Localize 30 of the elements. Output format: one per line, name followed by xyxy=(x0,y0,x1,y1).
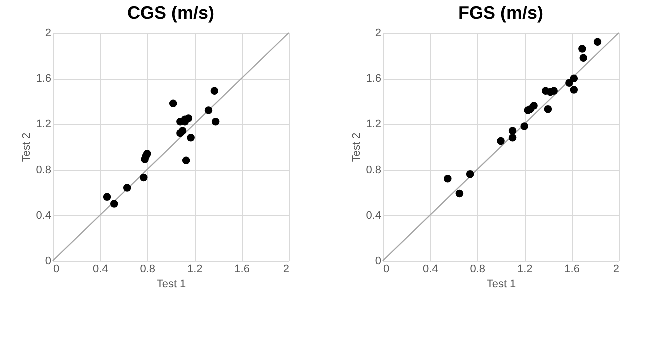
x-tick-label: 1.6 xyxy=(564,264,580,276)
y-tick-label: 1.6 xyxy=(366,73,382,86)
y-tick-label: 0 xyxy=(45,256,52,268)
chart-title: CGS (m/s) xyxy=(127,3,215,23)
y-tick-label: 0.4 xyxy=(366,210,382,222)
y-tick-label: 1.2 xyxy=(36,118,52,131)
x-tick-label: 0.4 xyxy=(93,264,108,276)
x-tick-label: 1.6 xyxy=(234,264,250,276)
x-axis-title: Test 1 xyxy=(156,278,186,290)
x-tick-label: 1.2 xyxy=(187,264,203,276)
x-tick-label: 0.4 xyxy=(423,264,438,276)
x-tick-label: 2 xyxy=(613,264,620,276)
x-tick-label: 0.8 xyxy=(140,264,156,276)
x-tick-label: 0.8 xyxy=(470,264,486,276)
y-axis-title: Test 2 xyxy=(21,132,34,162)
x-axis-title: Test 1 xyxy=(486,278,516,290)
y-tick-label: 1.2 xyxy=(366,118,382,131)
y-tick-label: 2 xyxy=(375,28,382,40)
y-tick-label: 2 xyxy=(45,28,52,40)
y-tick-label: 0.4 xyxy=(36,210,52,222)
x-tick-label: 0 xyxy=(384,264,390,276)
x-tick-label: 1.2 xyxy=(517,264,533,276)
y-tick-label: 0 xyxy=(375,256,382,268)
y-tick-label: 0.8 xyxy=(36,164,52,176)
y-axis-title: Test 2 xyxy=(351,132,364,162)
chart-title: FGS (m/s) xyxy=(458,3,544,23)
y-tick-label: 1.6 xyxy=(36,73,52,86)
x-tick-label: 2 xyxy=(283,264,290,276)
x-tick-label: 0 xyxy=(54,264,60,276)
y-tick-label: 0.8 xyxy=(366,164,382,176)
